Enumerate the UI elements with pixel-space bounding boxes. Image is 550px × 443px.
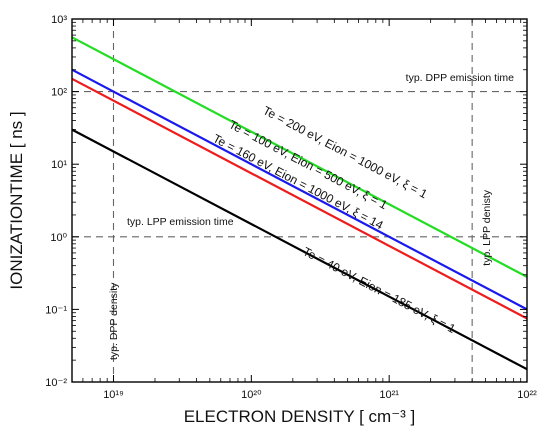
y-tick-label: 10³ [51,14,67,26]
y-tick-label: 10² [51,87,67,99]
series-line [71,128,528,371]
y-tick-label: 10¹ [51,159,67,171]
series-label: Te = 40 eV, Eion = 185 eV, ξ = 1 [301,244,458,336]
plot-frame [71,18,528,383]
series-line [71,68,528,311]
x-tick-label: 10¹⁹ [103,389,124,401]
series-line [71,77,528,320]
y-axis-title: IONIZATIONTIME [ ns ] [7,111,26,289]
y-tick-label: 10⁻¹ [45,304,67,316]
reference-lines-layer [72,19,527,382]
reference-line-label: typ. DPP emission time [406,72,515,84]
y-tick-label: 10⁰ [50,232,67,244]
x-tick-label: 10²² [517,389,537,401]
reference-line-label: typ. DPP density [108,282,120,360]
x-tick-label: 10²⁰ [241,389,262,401]
x-axis-title: ELECTRON DENSITY [ cm⁻³ ] [184,407,416,426]
ticks-layer [72,18,528,383]
series-line [71,36,528,278]
reference-line-label: typ. LPP emission time [127,216,234,228]
labels-layer: typ. DPP emission time typ. LPP emission … [45,14,537,401]
y-tick-label: 10⁻² [45,377,67,389]
series-lines-layer [71,36,528,371]
reference-line-label: typ. LPP denisty [481,189,493,265]
x-tick-label: 10²¹ [379,389,399,401]
